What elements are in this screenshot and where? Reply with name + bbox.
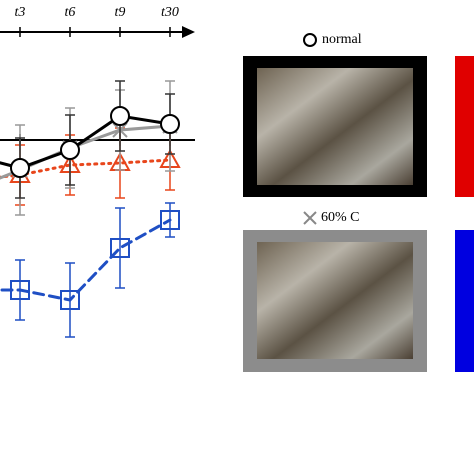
marker [10,158,30,178]
line [0,218,172,302]
error-bar [115,207,125,289]
image-normal [257,68,413,185]
legend-marker [303,211,317,225]
marker [110,238,130,258]
marker [60,140,80,160]
legend-label: 60% C [321,210,360,225]
legend-label: normal [322,32,362,47]
marker [160,114,180,134]
frame-red [455,56,474,197]
line [0,124,172,180]
x-tick-label: t9 [115,5,126,20]
x-tick-label: t6 [65,5,76,20]
marker [110,106,130,126]
frame-blue [455,230,474,372]
marker [60,290,80,310]
marker [160,210,180,230]
marker [10,280,30,300]
legend-marker [303,33,317,47]
arrow-head [182,26,195,38]
image-contrast [257,242,413,359]
x-tick-label: t3 [15,5,26,20]
x-tick-label: t30 [161,5,179,20]
